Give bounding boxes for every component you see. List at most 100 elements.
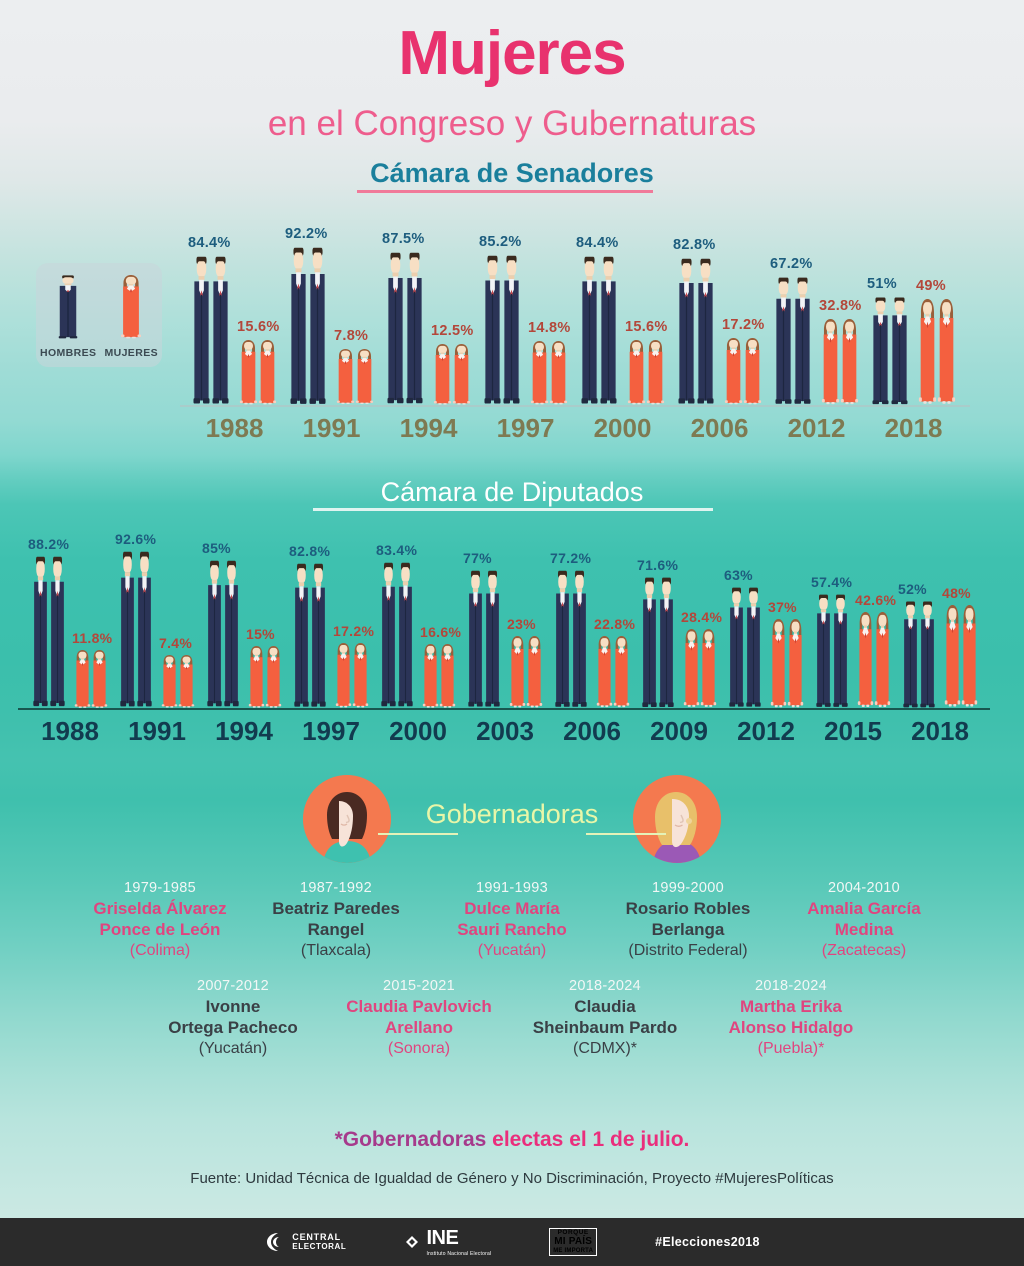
woman-pictogram-icon bbox=[724, 338, 743, 405]
senate-section-title: Cámara de Senadores bbox=[370, 158, 654, 188]
women-percent-label: 11.8% bbox=[72, 629, 113, 646]
men-percent-label: 82.8% bbox=[289, 542, 331, 559]
gobernadora-state: (Distrito Federal) bbox=[628, 942, 748, 960]
man-pictogram-icon bbox=[891, 297, 908, 404]
man-pictogram-icon bbox=[311, 563, 326, 707]
men-pictogram-cluster bbox=[206, 560, 240, 708]
man-pictogram-icon bbox=[659, 577, 674, 707]
logo-central-electoral[interactable]: CENTRAL ELECTORAL bbox=[264, 1231, 346, 1253]
men-percent-label: 67.2% bbox=[770, 256, 813, 273]
woman-pictogram-icon bbox=[91, 649, 108, 708]
woman-pictogram-icon bbox=[821, 318, 840, 405]
women-pictogram-cluster bbox=[433, 343, 471, 405]
man-pictogram-icon bbox=[294, 563, 309, 707]
women-pictogram-cluster bbox=[530, 340, 568, 405]
central-electoral-mark-icon bbox=[267, 1233, 280, 1251]
women-percent-label: 23% bbox=[507, 615, 536, 632]
legend-man-icon bbox=[57, 275, 79, 339]
gobernadora-state: (Yucatán) bbox=[477, 942, 547, 960]
women-percent-label: 28.4% bbox=[681, 609, 723, 626]
men-percent-label: 77% bbox=[463, 550, 492, 567]
legend-woman-icon bbox=[120, 275, 142, 339]
man-pictogram-icon bbox=[290, 247, 307, 404]
gobernadoras-title: Gobernadoras bbox=[425, 799, 599, 829]
women-pictogram-cluster bbox=[161, 654, 195, 708]
legend-box: HOMBRES MUJERES bbox=[36, 263, 162, 367]
man-pictogram-icon bbox=[406, 253, 423, 404]
year-label: 1991 bbox=[302, 413, 361, 443]
logo-ine[interactable]: INE Instituto Nacional Electoral bbox=[404, 1227, 491, 1257]
year-label: 2003 bbox=[476, 716, 534, 746]
man-pictogram-icon bbox=[572, 570, 587, 707]
woman-pictogram-icon bbox=[178, 654, 195, 708]
logo-porque-mi-pais[interactable]: PORQUE MI PAÍS ME IMPORTA bbox=[549, 1228, 598, 1256]
woman-pictogram-icon bbox=[857, 612, 874, 708]
gobernadora-card: 2018-2024 Claudia Sheinbaum Pardo (CDMX)* bbox=[512, 978, 698, 1060]
year-label: 1991 bbox=[128, 716, 186, 746]
woman-pictogram-icon bbox=[787, 618, 804, 708]
man-pictogram-icon bbox=[678, 258, 695, 404]
woman-pictogram-icon bbox=[439, 643, 456, 708]
man-pictogram-icon bbox=[207, 561, 222, 707]
man-pictogram-icon bbox=[137, 551, 152, 707]
men-percent-label: 92.6% bbox=[115, 531, 157, 548]
gobernadora-years: 1979-1985 bbox=[123, 880, 197, 896]
women-percent-label: 48% bbox=[942, 585, 971, 602]
man-pictogram-icon bbox=[398, 562, 413, 707]
gobernadora-name: Martha Erika Alonso Hidalgo bbox=[728, 996, 854, 1037]
logo-pmp-line2: MI PAÍS bbox=[554, 1236, 593, 1247]
gobernadora-years: 2004-2010 bbox=[827, 880, 901, 896]
year-label: 2018 bbox=[884, 413, 943, 443]
woman-pictogram-icon bbox=[258, 339, 277, 405]
year-label: 2009 bbox=[650, 716, 708, 746]
woman-pictogram-icon bbox=[355, 349, 374, 405]
year-label: 1997 bbox=[496, 413, 555, 443]
footer-bar-background bbox=[0, 1218, 1024, 1266]
women-percent-label: 15.6% bbox=[237, 318, 280, 335]
woman-pictogram-icon bbox=[120, 275, 141, 339]
legend-figures bbox=[36, 269, 162, 339]
gobernadora-card: 2018-2024 Martha Erika Alonso Hidalgo (Pueb… bbox=[698, 978, 884, 1060]
logo-central-line1: CENTRAL bbox=[292, 1232, 341, 1243]
men-percent-label: 83.4% bbox=[376, 542, 418, 559]
logo-ine-subtext: Instituto Nacional Electoral bbox=[426, 1251, 492, 1257]
gobernadoras-row: 1979-1985 Griselda Álvarez Ponce de León (C… bbox=[0, 880, 1024, 962]
woman-pictogram-icon bbox=[944, 605, 961, 707]
deputies-title-underline bbox=[313, 508, 713, 511]
legend-label-men: HOMBRES bbox=[39, 347, 97, 359]
woman-pictogram-icon bbox=[265, 645, 282, 708]
year-label: 2006 bbox=[563, 716, 621, 746]
women-percent-label: 42.6% bbox=[855, 592, 897, 609]
gobernadora-state: (Yucatán) bbox=[198, 1039, 268, 1057]
man-pictogram-icon bbox=[697, 258, 714, 404]
gobernadora-years: 2018-2024 bbox=[754, 977, 828, 994]
man-pictogram-icon bbox=[729, 587, 744, 707]
gobernadora-card: 2015-2021 Claudia Pavlovich Arellano (Sonor… bbox=[326, 978, 512, 1060]
men-pictogram-cluster bbox=[774, 277, 812, 405]
woman-pictogram-icon bbox=[937, 299, 956, 404]
year-label: 2006 bbox=[690, 413, 749, 443]
men-pictogram-cluster bbox=[902, 601, 936, 708]
women-pictogram-cluster bbox=[724, 338, 762, 405]
year-label: 1997 bbox=[302, 716, 360, 746]
gobernadoras-rule-left bbox=[378, 833, 458, 835]
man-pictogram-icon bbox=[503, 255, 520, 404]
logo-pmp-line1: PORQUE bbox=[557, 1229, 589, 1237]
men-pictogram-cluster bbox=[119, 551, 153, 708]
portrait-left-avatar bbox=[303, 775, 391, 863]
woman-pictogram-icon bbox=[336, 349, 355, 405]
gobernadora-card: 2004-2010 Amalia García Medina (Zacatecas) bbox=[776, 880, 952, 962]
women-pictogram-cluster bbox=[509, 635, 543, 708]
men-percent-label: 77.2% bbox=[550, 549, 592, 566]
woman-pictogram-icon bbox=[596, 636, 613, 708]
women-percent-label: 15% bbox=[246, 625, 275, 642]
man-pictogram-icon bbox=[746, 587, 761, 707]
footnote-part-b: electas el 1 de julio. bbox=[492, 1128, 690, 1151]
men-pictogram-cluster bbox=[728, 587, 762, 708]
logo-pmp-line3: ME IMPORTA bbox=[553, 1247, 594, 1254]
women-pictogram-cluster bbox=[821, 318, 859, 405]
men-percent-label: 71.6% bbox=[637, 556, 679, 573]
year-label: 2012 bbox=[737, 716, 795, 746]
men-percent-label: 82.8% bbox=[673, 236, 716, 253]
men-pictogram-cluster bbox=[641, 577, 675, 708]
